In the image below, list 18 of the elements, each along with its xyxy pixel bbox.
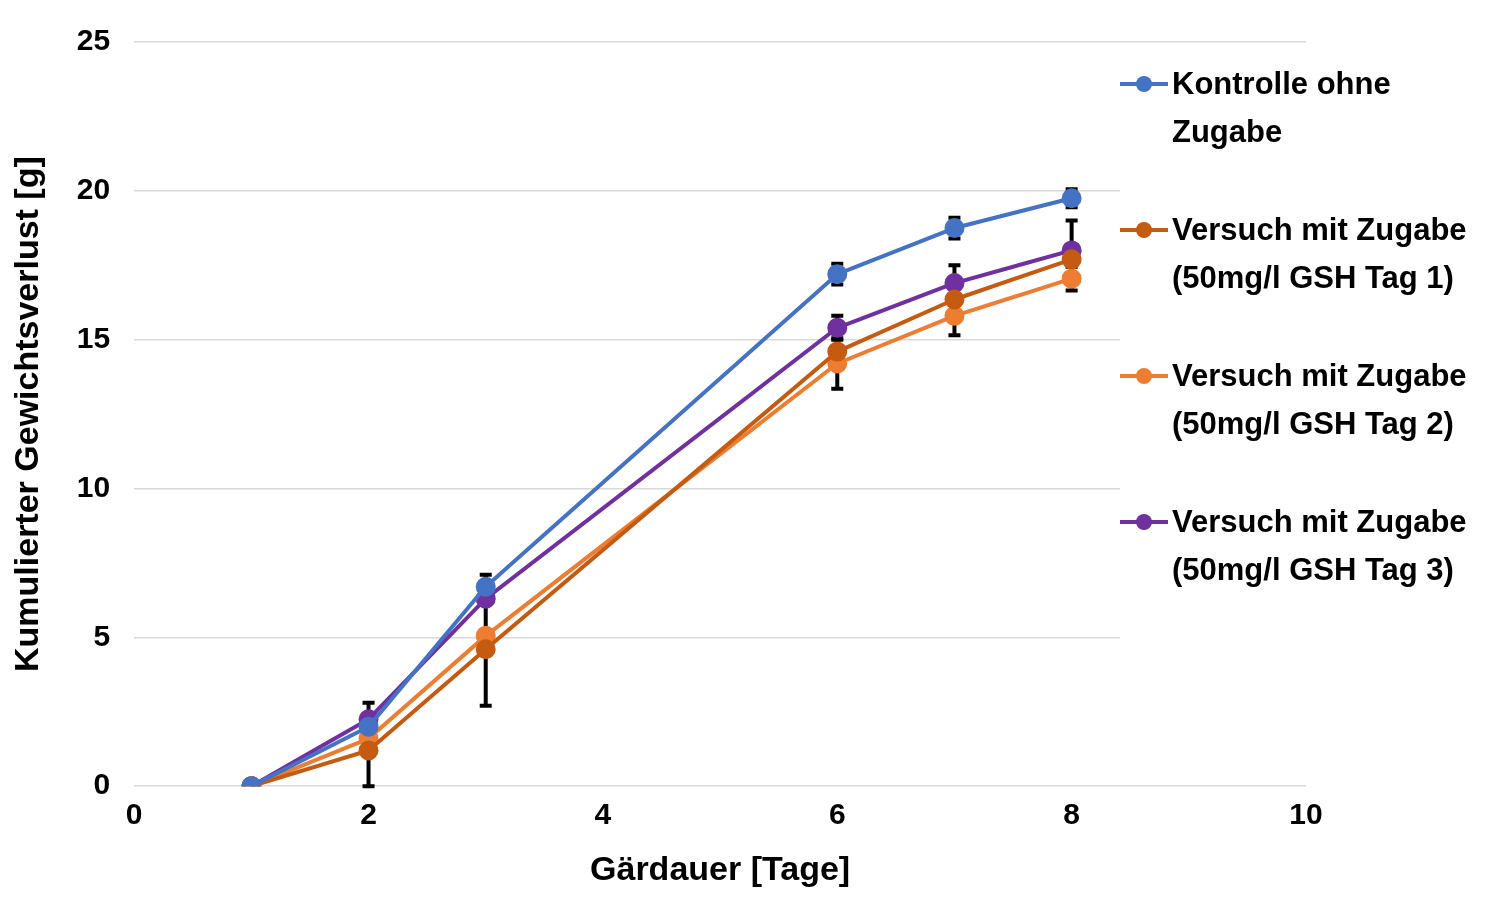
y-tick-label: 15 xyxy=(76,320,111,354)
y-axis-title: Kumulierter Gewichtsverlust [g] xyxy=(6,156,45,672)
y-tick-label: 25 xyxy=(76,23,111,57)
x-tick-label: 2 xyxy=(360,797,377,831)
x-tick-label: 6 xyxy=(828,797,846,831)
y-tick-label: 10 xyxy=(76,469,111,503)
legend-label: Versuch mit Zugabe (50mg/l GSH Tag 1) xyxy=(1172,211,1468,297)
y-tick-label: 20 xyxy=(76,172,111,206)
y-tick-label: 0 xyxy=(93,767,111,801)
x-tick-label: 4 xyxy=(594,797,612,831)
legend-label: Versuch mit Zugabe (50mg/l GSH Tag 2) xyxy=(1172,357,1468,443)
legend-label: Versuch mit Zugabe (50mg/l GSH Tag 3) xyxy=(1172,503,1468,589)
x-tick-label: 8 xyxy=(1063,797,1080,831)
x-axis-title: Gärdauer [Tage] xyxy=(590,848,851,887)
legend-label: Kontrolle ohne Zugabe xyxy=(1172,65,1392,151)
y-tick-label: 5 xyxy=(93,618,111,652)
x-tick-label: 0 xyxy=(125,797,143,831)
x-tick-label: 10 xyxy=(1289,797,1323,831)
